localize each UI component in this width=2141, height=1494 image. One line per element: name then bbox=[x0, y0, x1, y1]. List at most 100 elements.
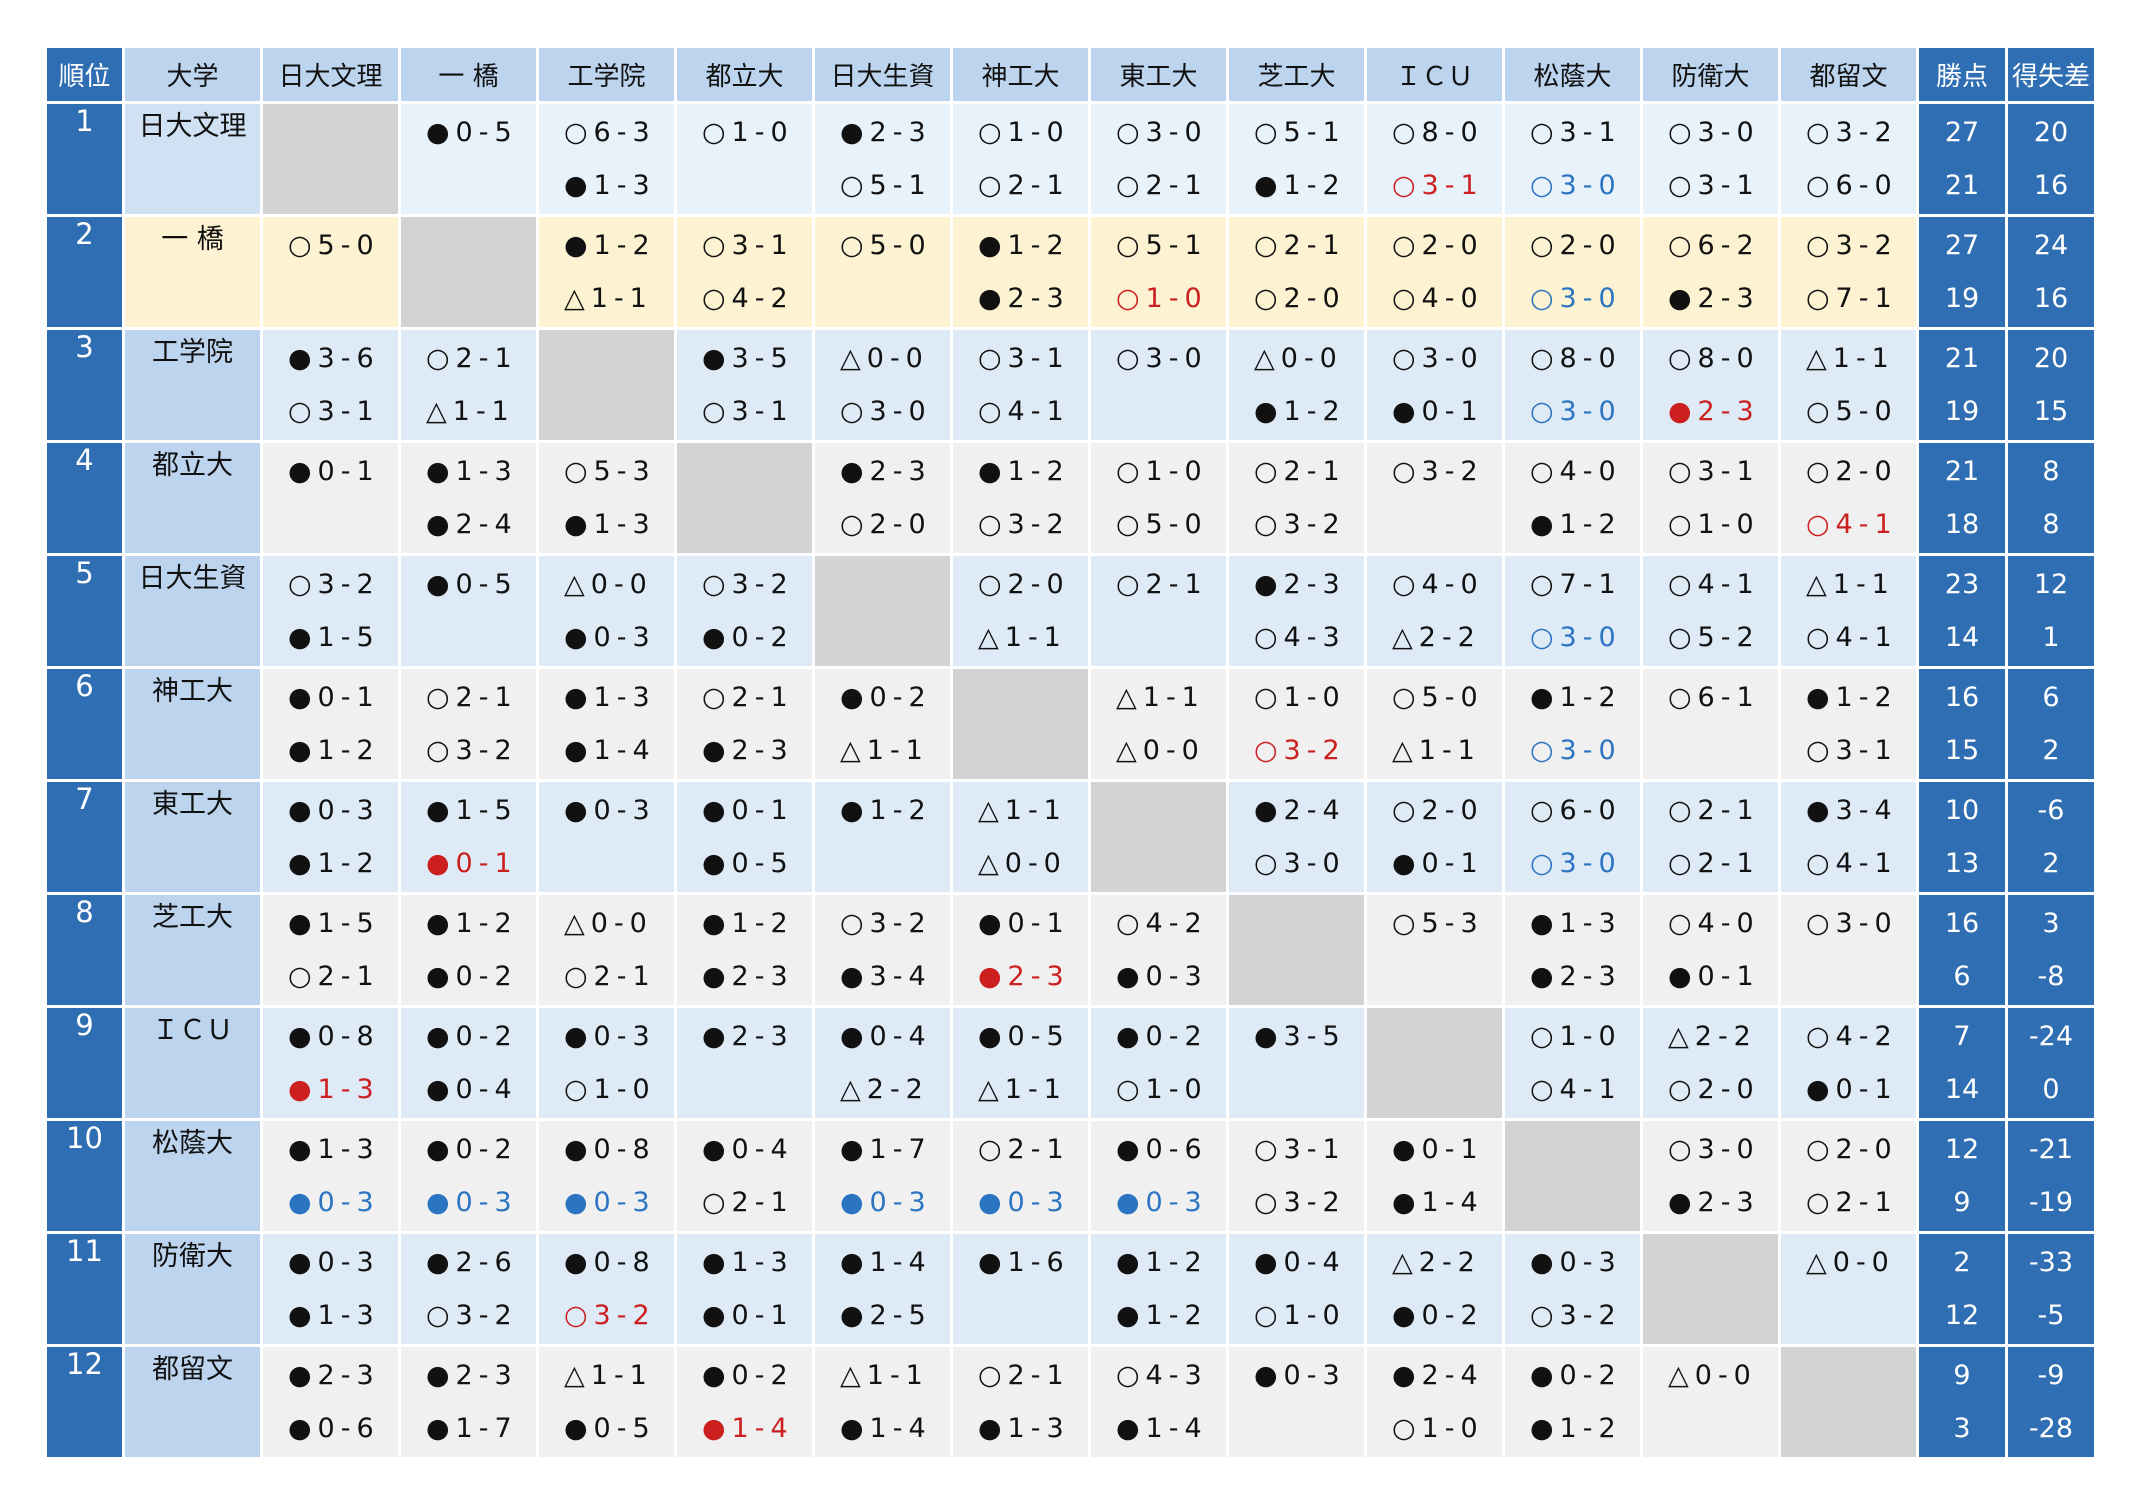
first-leg-result: ●0-2 bbox=[840, 682, 932, 713]
first-leg-result: ○1-0 bbox=[1530, 1021, 1622, 1052]
second-leg-result: ○2-0 bbox=[1668, 1074, 1760, 1105]
first-leg-result: ○4-0 bbox=[1392, 569, 1484, 600]
first-leg-result: ○4-0 bbox=[1668, 908, 1760, 939]
second-leg-result: △0-0 bbox=[1116, 735, 1205, 766]
result-cell: ○4-3 ●1-4 bbox=[1091, 1347, 1226, 1457]
second-leg-result: ○3-1 bbox=[1806, 735, 1898, 766]
second-leg-result bbox=[953, 1289, 1088, 1342]
second-leg-result: ●0-3 bbox=[978, 1187, 1070, 1218]
goal-diff-value: -21 bbox=[2028, 1134, 2074, 1165]
second-leg-result: ○3-2 bbox=[426, 1300, 518, 1331]
result-cell: ○3-0 ○3-1 bbox=[1643, 104, 1778, 214]
self-match-cell bbox=[1229, 895, 1364, 1005]
result-cell: ●0-1 ●1-2 bbox=[263, 669, 398, 779]
result-cell: ○2-1 △1-1 bbox=[401, 330, 536, 440]
second-leg-result: ○3-1 bbox=[1392, 170, 1484, 201]
second-leg-result: ○5-1 bbox=[840, 170, 932, 201]
self-match-cell bbox=[677, 443, 812, 553]
first-leg-result: ●0-8 bbox=[288, 1021, 380, 1052]
university-name: 防衛大 bbox=[125, 1234, 260, 1344]
second-leg-result: ●1-4 bbox=[564, 735, 656, 766]
first-leg-result: ○3-0 bbox=[1668, 117, 1760, 148]
first-leg-result: ●2-6 bbox=[426, 1247, 518, 1278]
first-leg-result: ●0-1 bbox=[288, 682, 380, 713]
points-value: 21 bbox=[1944, 456, 1980, 487]
result-cell: ●1-5 ●0-1 bbox=[401, 782, 536, 892]
points-cell: 27 19 bbox=[1919, 217, 2005, 327]
university-name: 松蔭大 bbox=[125, 1121, 260, 1231]
goal-diff-value: 1 bbox=[2042, 622, 2060, 653]
first-leg-result: ●0-1 bbox=[978, 908, 1070, 939]
result-cell: △1-1 ●1-4 bbox=[815, 1347, 950, 1457]
result-cell: ○2-0 ●0-1 bbox=[1367, 782, 1502, 892]
second-leg-result: ●0-2 bbox=[1392, 1300, 1484, 1331]
second-leg-result: ●2-3 bbox=[702, 961, 794, 992]
first-leg-result: ●2-3 bbox=[288, 1360, 380, 1391]
first-leg-result: ○2-1 bbox=[978, 1134, 1070, 1165]
result-cell: ○8-0 ●2-3 bbox=[1643, 330, 1778, 440]
second-leg-result: ●1-3 bbox=[288, 1300, 380, 1331]
second-leg-result: ●2-3 bbox=[978, 283, 1070, 314]
goal-diff-value: 0 bbox=[2042, 1074, 2060, 1105]
result-cell: ○4-0 ●0-1 bbox=[1643, 895, 1778, 1005]
points-value: 21 bbox=[1944, 343, 1980, 374]
second-leg-result: ○3-1 bbox=[1668, 170, 1760, 201]
second-leg-result: ●3-4 bbox=[840, 961, 932, 992]
table-row: 7 東工大 ●0-3 ●1-2 ●1-5 ●0-1 ●0-3 ●0-1 ●0-5 ●1-2 △1-1… bbox=[47, 782, 2094, 892]
first-leg-result: ●0-2 bbox=[1116, 1021, 1208, 1052]
header-opponent: 工学院 bbox=[539, 48, 674, 101]
goal-diff-cell: -33 -5 bbox=[2008, 1234, 2094, 1344]
university-name: 工学院 bbox=[125, 330, 260, 440]
result-cell: ●0-1 bbox=[263, 443, 398, 553]
result-cell: ●0-2 ●1-4 bbox=[677, 1347, 812, 1457]
result-cell: ○5-3 bbox=[1367, 895, 1502, 1005]
result-cell: ●1-2 ●1-2 bbox=[1091, 1234, 1226, 1344]
first-leg-result: ●1-2 bbox=[978, 456, 1070, 487]
header-opponent: 日大文理 bbox=[263, 48, 398, 101]
self-match-cell bbox=[1091, 782, 1226, 892]
first-leg-result: ○1-0 bbox=[1254, 682, 1346, 713]
second-leg-result: ○4-1 bbox=[1806, 848, 1898, 879]
first-leg-result: ○8-0 bbox=[1668, 343, 1760, 374]
header-rank: 順位 bbox=[47, 48, 122, 101]
first-leg-result: △2-2 bbox=[1668, 1021, 1757, 1052]
goal-diff-value: 6 bbox=[2042, 682, 2060, 713]
second-leg-result: △0-0 bbox=[978, 848, 1067, 879]
result-cell: ○5-0 bbox=[263, 217, 398, 327]
first-leg-result: ○3-0 bbox=[1116, 343, 1208, 374]
first-leg-result: ○6-3 bbox=[564, 117, 656, 148]
result-cell: ○1-0 ○3-2 bbox=[1229, 669, 1364, 779]
first-leg-result: ○1-0 bbox=[1116, 456, 1208, 487]
second-leg-result bbox=[1091, 611, 1226, 664]
result-cell: ○1-0 ○5-0 bbox=[1091, 443, 1226, 553]
self-match-cell bbox=[401, 217, 536, 327]
goal-diff-value: 20 bbox=[2033, 117, 2069, 148]
first-leg-result: ○2-1 bbox=[1116, 569, 1208, 600]
first-leg-result: ○4-0 bbox=[1530, 456, 1622, 487]
goal-diff-value: -33 bbox=[2028, 1247, 2074, 1278]
first-leg-result: ○3-1 bbox=[702, 230, 794, 261]
first-leg-result: ○1-0 bbox=[978, 117, 1070, 148]
first-leg-result: ●0-8 bbox=[564, 1247, 656, 1278]
header-opponent: 都立大 bbox=[677, 48, 812, 101]
first-leg-result: ●0-1 bbox=[288, 456, 380, 487]
result-cell: ○3-1 ○4-1 bbox=[953, 330, 1088, 440]
second-leg-result bbox=[401, 611, 536, 664]
result-cell: ●3-4 ○4-1 bbox=[1781, 782, 1916, 892]
result-cell: ○3-2 ●0-2 bbox=[677, 556, 812, 666]
self-match-cell bbox=[1367, 1008, 1502, 1118]
second-leg-result bbox=[539, 837, 674, 890]
first-leg-result: ○3-1 bbox=[1668, 456, 1760, 487]
self-match-cell bbox=[1781, 1347, 1916, 1457]
result-cell: ●0-3 ○3-2 bbox=[1505, 1234, 1640, 1344]
result-cell: ●1-6 bbox=[953, 1234, 1088, 1344]
points-value: 18 bbox=[1944, 509, 1980, 540]
points-value: 27 bbox=[1944, 230, 1980, 261]
result-cell: ●0-5 △1-1 bbox=[953, 1008, 1088, 1118]
points-cell: 23 14 bbox=[1919, 556, 2005, 666]
result-cell: ●3-5 ○3-1 bbox=[677, 330, 812, 440]
result-cell: ●1-2 ●2-3 bbox=[677, 895, 812, 1005]
second-leg-result: ●1-2 bbox=[288, 848, 380, 879]
second-leg-result: ○3-2 bbox=[426, 735, 518, 766]
